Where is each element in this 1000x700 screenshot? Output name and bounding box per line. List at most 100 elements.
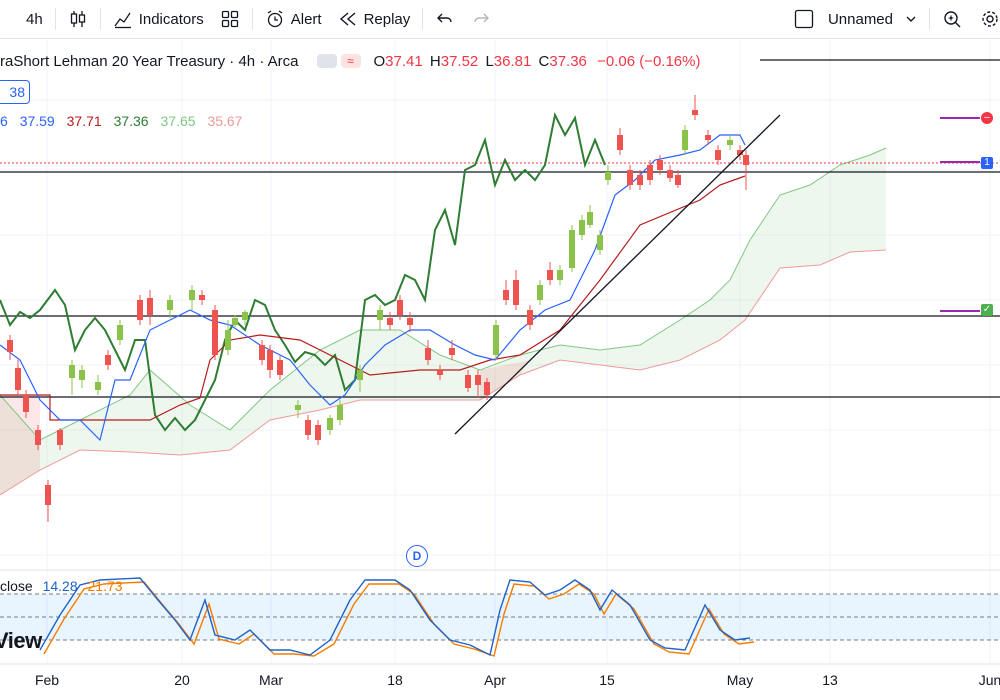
candle-body xyxy=(449,348,455,355)
close-label: C xyxy=(538,52,550,70)
candle-body xyxy=(105,355,111,365)
high-label: H xyxy=(429,52,441,70)
leading-span-a xyxy=(0,147,887,441)
undo-icon xyxy=(435,9,455,29)
candle-body xyxy=(295,405,301,410)
indicators-label: Indicators xyxy=(138,10,204,28)
time-axis[interactable]: Feb 20 Mar 18 Apr 15 May 13 Jun xyxy=(0,664,1000,700)
candle-body xyxy=(95,382,101,390)
replay-label: Replay xyxy=(363,10,411,28)
candle-body xyxy=(437,370,443,375)
stochastic-pane xyxy=(0,569,1000,665)
redo-icon xyxy=(471,9,491,29)
dividend-marker[interactable]: D xyxy=(406,545,428,567)
candle-body xyxy=(57,430,63,445)
quick-search-button[interactable] xyxy=(934,0,972,38)
candle-body xyxy=(337,405,343,420)
symbol-title[interactable]: raShort Lehman 20 Year Treasury · 4h · A… xyxy=(0,52,299,70)
trend-line[interactable] xyxy=(454,114,781,435)
alert-check-tag[interactable]: ✓ xyxy=(981,304,993,316)
chart-type-button[interactable] xyxy=(60,0,96,38)
settings-button[interactable] xyxy=(972,0,1000,38)
time-label: 20 xyxy=(174,672,190,688)
indicator-value-box[interactable]: 38 xyxy=(0,80,30,104)
candle-body xyxy=(35,430,41,445)
stochastic-k-value: 14.28 xyxy=(42,578,78,594)
candle-body xyxy=(7,340,13,352)
low-label: L xyxy=(485,52,494,70)
layout-name-button[interactable]: Unnamed xyxy=(786,0,925,38)
interval-button[interactable]: 4h xyxy=(0,0,51,38)
templates-button[interactable] xyxy=(212,0,248,38)
candle-body xyxy=(465,375,471,388)
candle-body xyxy=(715,150,721,160)
candle-body xyxy=(69,365,75,378)
leading-span-b xyxy=(0,249,887,496)
cloud-fill-bearish xyxy=(480,360,530,400)
candle-body xyxy=(692,110,698,115)
candle-body xyxy=(705,135,711,140)
time-label: Feb xyxy=(34,672,60,688)
alert-tag-1[interactable]: 1 xyxy=(981,157,993,169)
replay-button[interactable]: Replay xyxy=(330,0,419,38)
stochastic-source: close xyxy=(0,578,33,594)
candle-body xyxy=(557,270,563,280)
top-toolbar: 4h Indicators Alert Replay xyxy=(0,0,1000,39)
alert-button[interactable]: Alert xyxy=(257,0,330,38)
candle-body xyxy=(527,310,533,325)
time-label: Mar xyxy=(258,672,284,688)
candle-body xyxy=(199,295,205,300)
watermark: View xyxy=(0,628,42,653)
candle-body xyxy=(232,318,238,325)
alert-remove-tag[interactable]: – xyxy=(981,112,993,124)
high-value: 37.52 xyxy=(440,52,479,70)
ichimoku-legend: 6 37.59 37.71 37.36 37.65 35.67 xyxy=(0,113,250,129)
candle-body xyxy=(277,360,283,375)
candle-body xyxy=(637,175,643,185)
candles xyxy=(7,95,749,522)
open-value: 37.41 xyxy=(385,52,423,70)
candle-body xyxy=(537,285,543,300)
time-label: 18 xyxy=(387,672,403,688)
candle-body xyxy=(513,280,519,305)
wave-icon[interactable]: ≈ xyxy=(340,54,361,68)
symbol-legend: raShort Lehman 20 Year Treasury · 4h · A… xyxy=(0,48,700,74)
search-sparkle-icon xyxy=(942,8,964,30)
close-value: 37.36 xyxy=(549,52,587,70)
candle-body xyxy=(397,300,403,315)
divider xyxy=(99,8,101,30)
ichimoku-conversion-value: 37.59 xyxy=(19,113,55,129)
divider xyxy=(54,8,56,30)
candle-body xyxy=(647,165,653,180)
candle-body xyxy=(79,370,85,380)
cloud-fill xyxy=(0,148,886,495)
ichimoku-lagging-value: 37.36 xyxy=(113,113,149,129)
stochastic-k-line xyxy=(39,577,751,657)
indicators-button[interactable]: Indicators xyxy=(105,0,212,38)
divider xyxy=(929,8,930,30)
alarm-clock-icon xyxy=(265,9,285,29)
candle-body xyxy=(357,370,363,380)
eye-toggle[interactable] xyxy=(316,54,337,68)
grid-icon xyxy=(220,9,240,29)
candle-body xyxy=(267,350,273,370)
candle-body xyxy=(23,395,29,412)
lagging-span xyxy=(0,111,606,432)
undo-button[interactable] xyxy=(427,0,463,38)
time-label: 13 xyxy=(822,672,838,688)
ichimoku-lead-b-value: 35.67 xyxy=(207,113,243,129)
candle-body xyxy=(569,230,575,268)
chevron-down-icon xyxy=(905,13,917,25)
change-value: −0.06 (−0.16%) xyxy=(597,52,701,70)
candle-body xyxy=(117,325,123,340)
candle-body xyxy=(657,160,663,170)
candle-body xyxy=(503,290,509,300)
candle-body xyxy=(167,300,173,310)
gear-icon xyxy=(980,9,1000,29)
candle-body xyxy=(315,425,321,440)
candle-body xyxy=(667,170,673,178)
low-value: 36.81 xyxy=(493,52,532,70)
candle-body xyxy=(387,318,393,325)
redo-button[interactable] xyxy=(463,0,499,38)
